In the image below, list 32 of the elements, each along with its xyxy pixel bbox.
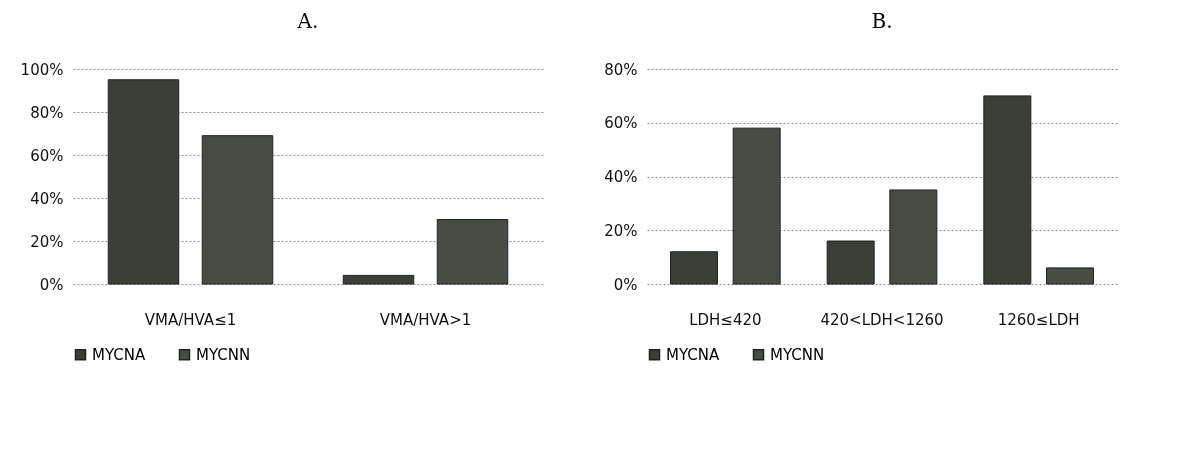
y-tick-label: 60%	[604, 114, 638, 133]
bar	[342, 274, 415, 285]
y-tick-label: 80%	[604, 60, 638, 79]
bar	[107, 79, 180, 285]
y-tick-label: 100%	[20, 60, 64, 79]
legend-label: MYCNA	[92, 345, 146, 364]
y-tick-label: 0%	[613, 275, 638, 294]
x-tick-label: 420<LDH<1260	[820, 310, 944, 329]
bar	[889, 189, 938, 285]
bar	[983, 95, 1032, 285]
x-tick-label: VMA/HVA>1	[379, 310, 472, 329]
chart-title: B.	[871, 9, 893, 33]
legend-label: MYCNN	[196, 345, 251, 364]
y-tick-label: 40%	[30, 189, 64, 208]
bar	[670, 251, 718, 285]
y-tick-label: 20%	[604, 221, 638, 240]
y-tick-label: 0%	[39, 275, 64, 294]
bar	[732, 127, 781, 285]
y-tick-label: 20%	[30, 232, 64, 251]
legend-label: MYCNN	[770, 345, 825, 364]
x-tick-label: VMA/HVA≤1	[144, 310, 237, 329]
legend-label: MYCNA	[666, 345, 720, 364]
x-tick-label: LDH≤420	[689, 310, 762, 329]
x-tick-label: 1260≤LDH	[997, 310, 1080, 329]
y-tick-label: 40%	[604, 168, 638, 186]
bar	[436, 219, 509, 285]
bar	[1046, 267, 1094, 285]
chart-title: A.	[296, 9, 319, 33]
y-tick-label: 60%	[30, 146, 64, 165]
bar	[201, 135, 274, 285]
y-tick-label: 80%	[30, 103, 64, 122]
bar	[826, 240, 875, 285]
